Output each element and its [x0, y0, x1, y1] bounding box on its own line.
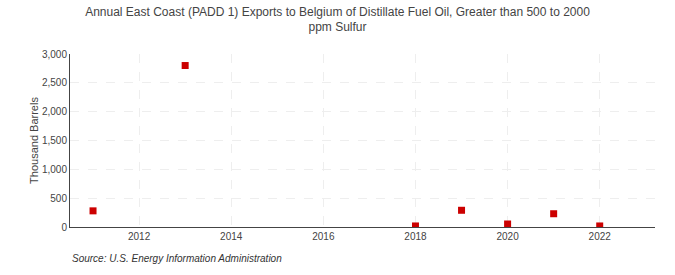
svg-text:2020: 2020 — [496, 231, 519, 242]
svg-text:2022: 2022 — [589, 231, 612, 242]
svg-text:3,000: 3,000 — [42, 49, 67, 60]
svg-text:1,000: 1,000 — [42, 164, 67, 175]
svg-text:2,000: 2,000 — [42, 106, 67, 117]
svg-text:Source: U.S. Energy Informatio: Source: U.S. Energy Information Administ… — [72, 253, 282, 264]
svg-text:Annual East Coast (PADD 1) Exp: Annual East Coast (PADD 1) Exports to Be… — [85, 5, 590, 35]
svg-text:500: 500 — [50, 193, 67, 204]
svg-text:2018: 2018 — [404, 231, 427, 242]
svg-text:2014: 2014 — [220, 231, 243, 242]
svg-text:1,500: 1,500 — [42, 135, 67, 146]
svg-text:Thousand Barrels: Thousand Barrels — [28, 97, 40, 184]
svg-text:2012: 2012 — [128, 231, 151, 242]
svg-text:0: 0 — [61, 222, 67, 233]
svg-text:2,500: 2,500 — [42, 77, 67, 88]
svg-text:2016: 2016 — [312, 231, 335, 242]
